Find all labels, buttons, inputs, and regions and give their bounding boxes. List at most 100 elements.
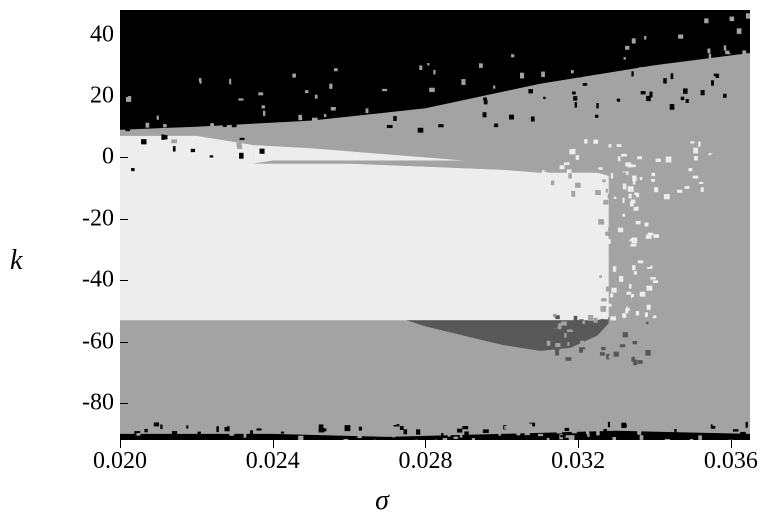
x-tick-label: 0.020 [93, 448, 147, 475]
noise-dot [392, 434, 395, 437]
noise-dot [472, 438, 475, 440]
noise-dot [392, 423, 397, 425]
y-tick-mark [120, 219, 128, 220]
y-tick-mark [120, 35, 128, 36]
noise-dot [498, 104, 501, 108]
noise-dot [232, 124, 237, 128]
noise-dot [177, 432, 182, 434]
noise-dot [457, 429, 462, 433]
noise-dot [574, 316, 578, 322]
noise-dot [644, 192, 649, 196]
noise-dot [601, 176, 604, 178]
noise-dot [323, 436, 328, 440]
noise-dot [595, 190, 601, 195]
noise-dot [665, 424, 667, 428]
noise-dot [579, 348, 583, 353]
noise-dot [418, 128, 424, 133]
noise-dot [244, 432, 247, 438]
noise-dot [641, 268, 645, 270]
noise-dot [209, 423, 212, 426]
noise-dot [382, 89, 387, 91]
noise-dot [608, 422, 610, 427]
noise-dot [199, 78, 202, 82]
noise-dot [609, 144, 612, 148]
noise-dot [618, 228, 623, 233]
noise-dot [623, 184, 627, 190]
noise-dot [520, 73, 524, 79]
noise-dot [701, 187, 704, 192]
noise-dot [186, 425, 188, 428]
noise-dot [298, 425, 302, 429]
noise-dot [605, 232, 610, 236]
noise-dot [393, 116, 396, 121]
noise-dot [223, 122, 227, 127]
heatmap-svg [120, 10, 750, 440]
noise-dot [194, 111, 200, 114]
noise-dot [366, 108, 369, 113]
noise-dot [614, 352, 619, 357]
noise-dot [263, 111, 265, 116]
noise-dot [674, 429, 676, 433]
noise-dot [749, 24, 750, 27]
noise-dot [602, 179, 606, 182]
noise-dot [144, 429, 147, 432]
noise-dot [594, 318, 598, 323]
noise-dot [255, 77, 257, 82]
noise-dot [279, 437, 282, 440]
y-tick-mark [120, 157, 128, 158]
noise-dot [433, 70, 435, 75]
noise-dot [448, 431, 451, 436]
noise-dot [621, 154, 627, 157]
noise-dot [659, 151, 663, 155]
noise-dot [626, 308, 630, 310]
noise-dot [640, 435, 644, 440]
noise-dot [696, 171, 702, 175]
noise-dot [601, 298, 607, 301]
noise-dot [612, 223, 615, 226]
noise-dot [312, 118, 318, 122]
noise-dot [591, 83, 595, 88]
noise-dot [549, 168, 554, 170]
noise-dot [638, 360, 643, 364]
noise-dot [709, 140, 715, 146]
noise-dot [614, 208, 618, 210]
noise-dot [196, 86, 199, 92]
noise-dot [281, 432, 284, 434]
noise-dot [331, 107, 336, 110]
noise-dot [438, 124, 443, 127]
noise-dot [738, 434, 740, 439]
noise-dot [511, 54, 514, 57]
noise-dot [591, 343, 594, 348]
noise-dot [603, 429, 606, 432]
noise-dot [198, 432, 201, 434]
noise-dot [700, 18, 705, 22]
noise-dot [462, 63, 465, 66]
noise-dot [624, 57, 626, 60]
noise-dot [599, 167, 603, 169]
noise-dot [629, 194, 632, 199]
noise-dot [580, 341, 584, 347]
noise-dot [160, 439, 165, 440]
noise-dot [494, 124, 498, 128]
noise-dot [618, 207, 623, 211]
noise-dot [541, 72, 545, 78]
noise-dot [160, 425, 162, 429]
noise-dot [484, 100, 488, 104]
noise-dot [568, 173, 571, 178]
noise-dot [564, 438, 567, 440]
noise-dot [509, 115, 514, 120]
y-tick-label: 0 [102, 144, 114, 171]
noise-dot [147, 439, 150, 440]
noise-dot [336, 425, 339, 430]
noise-dot [578, 322, 581, 326]
noise-dot [629, 284, 631, 289]
noise-dot [566, 118, 571, 123]
noise-dot [576, 155, 580, 160]
noise-dot [476, 120, 480, 125]
noise-dot [620, 344, 625, 347]
phase-diagram-figure: k σ -80-60-40-2002040 0.0200.0240.0280.0… [0, 0, 764, 522]
noise-dot [630, 239, 636, 241]
noise-dot [239, 153, 243, 159]
noise-dot [427, 63, 429, 66]
noise-dot [664, 194, 670, 199]
